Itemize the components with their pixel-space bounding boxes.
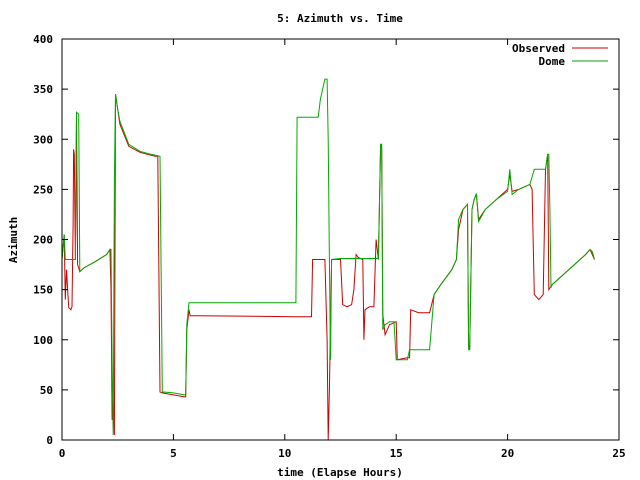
x-tick-label: 10 xyxy=(278,447,291,460)
legend-label-dome: Dome xyxy=(539,55,566,68)
y-tick-label: 200 xyxy=(33,234,53,247)
y-tick-label: 250 xyxy=(33,183,53,196)
y-tick-label: 300 xyxy=(33,133,53,146)
x-tick-label: 25 xyxy=(612,447,625,460)
legend-label-observed: Observed xyxy=(512,42,565,55)
y-axis-label: Azimuth xyxy=(7,217,20,263)
x-tick-label: 0 xyxy=(59,447,66,460)
y-tick-label: 100 xyxy=(33,334,53,347)
x-tick-label: 20 xyxy=(501,447,514,460)
y-tick-label: 350 xyxy=(33,83,53,96)
plot-frame xyxy=(61,38,620,441)
series-line-dome xyxy=(61,78,595,436)
x-tick-label: 15 xyxy=(390,447,403,460)
chart-title: 5: Azimuth vs. Time xyxy=(277,12,403,25)
y-tick-label: 0 xyxy=(46,434,53,447)
x-tick-label: 5 xyxy=(170,447,177,460)
y-tick-label: 400 xyxy=(33,33,53,46)
x-axis-label: time (Elapse Hours) xyxy=(277,466,403,479)
y-tick-label: 50 xyxy=(40,384,53,397)
series-layer xyxy=(61,78,595,441)
y-tick-label: 150 xyxy=(33,284,53,297)
